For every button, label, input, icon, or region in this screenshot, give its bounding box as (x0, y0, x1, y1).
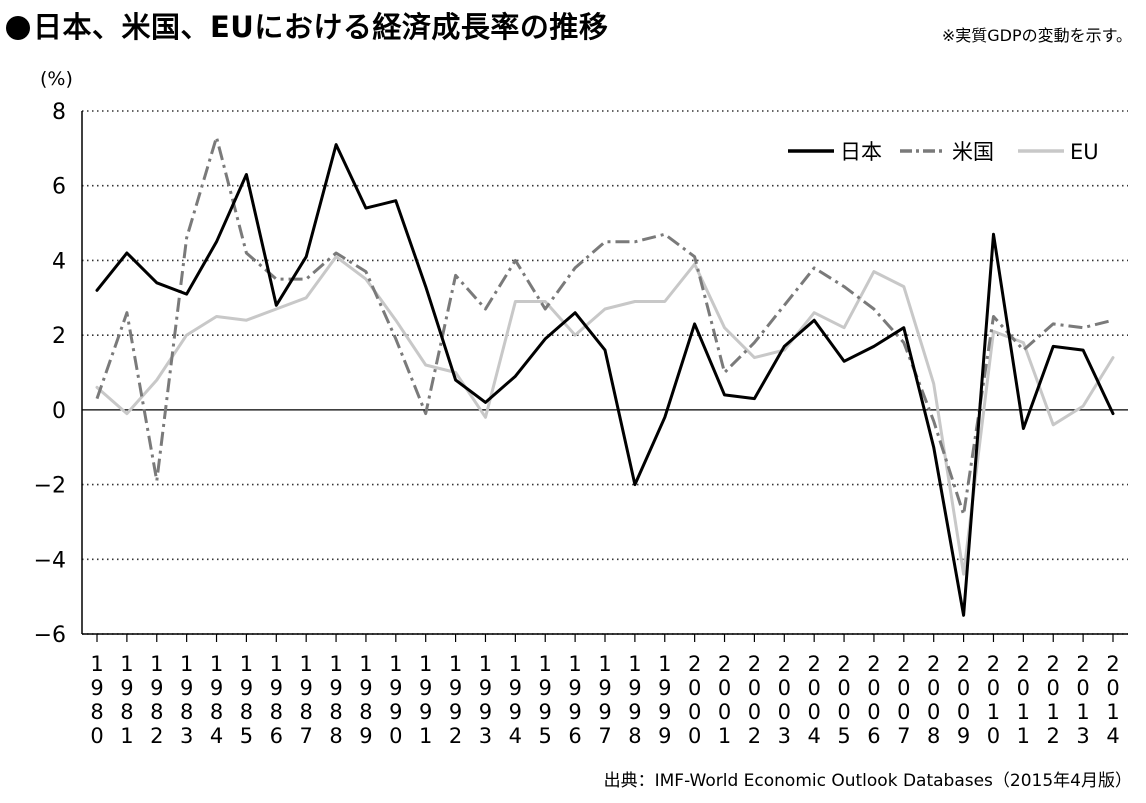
y-tick-label: −6 (34, 623, 66, 648)
y-tick-label: −2 (34, 474, 66, 499)
legend-label-2: EU (1070, 140, 1099, 164)
bullet-icon (6, 16, 30, 40)
series-line-0 (95, 143, 1115, 617)
y-tick-label: −4 (34, 548, 66, 573)
y-tick-label: 4 (52, 249, 66, 274)
chart-source: 出典：IMF-World Economic Outlook Databases（… (603, 771, 1132, 791)
series-line-1 (95, 135, 1114, 516)
y-tick-label: 0 (52, 399, 66, 424)
y-tick-label: 2 (52, 324, 66, 349)
chart-note: ※実質GDPの変動を示す。 (941, 26, 1132, 45)
y-axis-label: (%) (40, 68, 73, 90)
y-tick-label: 8 (52, 100, 66, 125)
legend-label-0: 日本 (840, 140, 882, 164)
y-tick-label: 6 (52, 175, 66, 200)
series-line-2 (95, 255, 1115, 576)
chart-title: 日本、米国、EUにおける経済成長率の推移 (6, 4, 608, 46)
legend-label-1: 米国 (952, 140, 994, 164)
chart-title-text: 日本、米国、EUにおける経済成長率の推移 (33, 10, 609, 44)
